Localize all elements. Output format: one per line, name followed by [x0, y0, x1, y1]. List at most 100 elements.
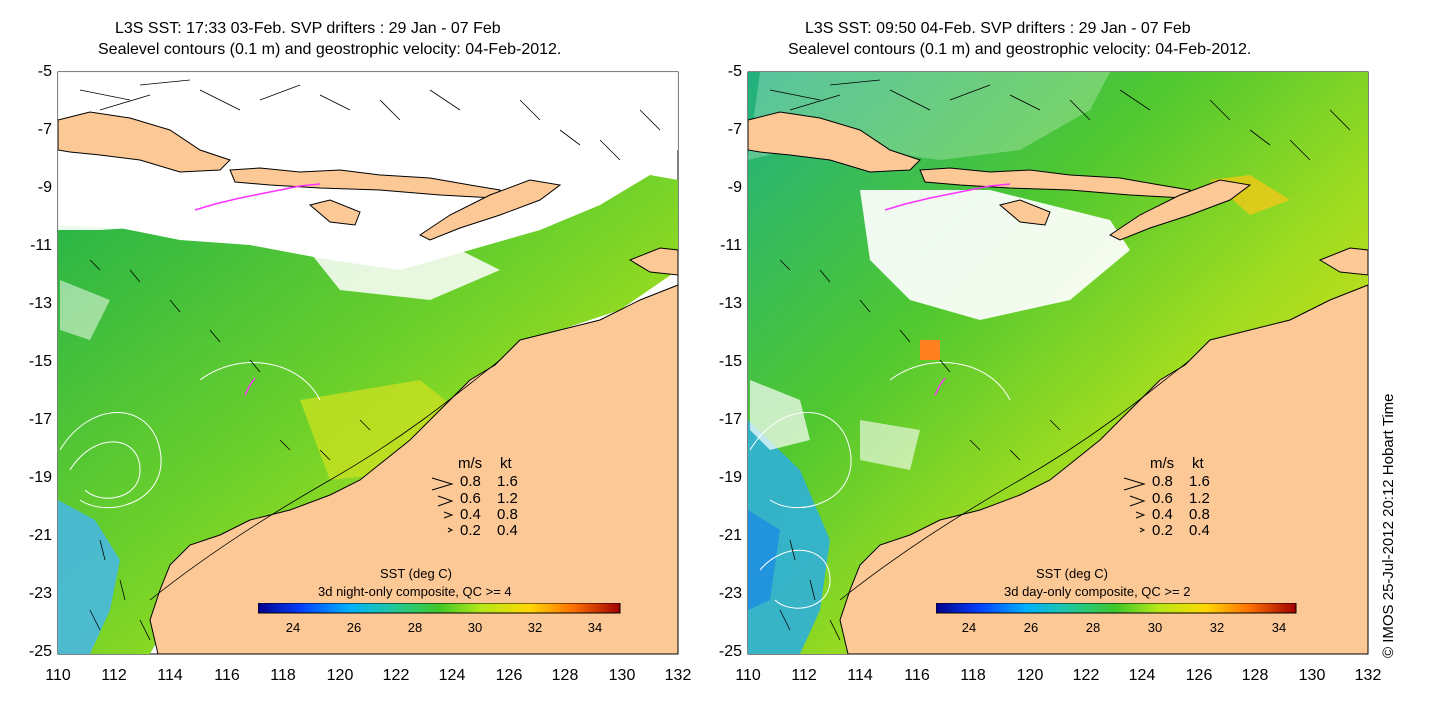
lat-tick: -9 — [37, 179, 52, 196]
lon-tick: 122 — [1072, 667, 1100, 684]
sumba-island — [998, 199, 1051, 226]
colorbar-tick: 34 — [587, 620, 603, 635]
lon-tick: 126 — [495, 667, 523, 684]
colorbar-tick: 34 — [1271, 620, 1287, 635]
lat-tick: -23 — [718, 585, 742, 602]
lon-tick: 132 — [664, 667, 692, 684]
timor-island — [419, 179, 562, 241]
legend-arrows — [1123, 477, 1146, 533]
lat-tick: -21 — [28, 527, 52, 544]
colorbar-tick: 32 — [527, 620, 543, 635]
drifter-track — [244, 377, 256, 396]
composite-label: 3d night-only composite, QC >= 4 — [318, 584, 512, 599]
colorbar-tick: 32 — [1209, 620, 1225, 635]
sealevel-contour — [59, 412, 162, 509]
sst-map — [57, 71, 679, 655]
lon-tick: 110 — [735, 667, 761, 684]
sealevel-contour — [69, 441, 141, 499]
imos-credit: © IMOS 25-Jul-2012 20:12 Hobart Time — [1380, 393, 1397, 658]
lon-tick: 130 — [1298, 667, 1326, 684]
lat-tick: -11 — [720, 237, 742, 254]
lat-tick: -15 — [718, 353, 742, 370]
lat-tick: -21 — [718, 527, 742, 544]
colorbar-title: SST (deg C) — [1036, 566, 1109, 581]
lon-tick: 126 — [1185, 667, 1213, 684]
colorbar — [258, 603, 621, 614]
colorbar-tick: 30 — [467, 620, 483, 635]
cool-water-patch — [58, 500, 120, 654]
lat-tick: -9 — [727, 179, 742, 196]
colorbar-tick: 26 — [1023, 620, 1039, 635]
lon-tick: 124 — [1128, 667, 1156, 684]
lat-tick: -19 — [718, 469, 742, 486]
colorbar-tick: 26 — [346, 620, 362, 635]
sealevel-contour — [199, 362, 321, 401]
panel-title-line2: Sealevel contours (0.1 m) and geostrophi… — [788, 41, 1252, 58]
lat-tick: -25 — [718, 643, 742, 660]
map-panel-right: L3S SST: 09:50 04-Feb. SVP drifters : 29… — [690, 0, 1410, 720]
colorbar — [936, 603, 1297, 614]
lat-tick: -5 — [37, 63, 52, 80]
lon-tick: 124 — [438, 667, 466, 684]
sst-map — [747, 71, 1369, 655]
colorbar-tick: 28 — [407, 620, 423, 635]
lon-tick: 110 — [45, 667, 71, 684]
sealevel-contour — [839, 359, 1191, 601]
australia-land — [839, 284, 1369, 655]
lat-tick: -17 — [28, 411, 52, 428]
lat-tick: -13 — [718, 295, 742, 312]
sealevel-contour — [889, 362, 1011, 401]
colorbar-tick: 24 — [285, 620, 301, 635]
colorbar-tick: 28 — [1085, 620, 1101, 635]
lat-tick: -5 — [727, 63, 742, 80]
lat-tick: -11 — [30, 237, 52, 254]
panel-title-line2: Sealevel contours (0.1 m) and geostrophi… — [98, 41, 562, 58]
lon-tick: 132 — [1354, 667, 1382, 684]
java-island — [747, 111, 921, 173]
colorbar-tick: 24 — [961, 620, 977, 635]
legend-arrows — [431, 477, 454, 533]
lon-tick: 128 — [1241, 667, 1269, 684]
lat-tick: -25 — [28, 643, 52, 660]
lon-tick: 114 — [157, 667, 183, 684]
australia-land — [149, 284, 679, 655]
velocity-vectors — [79, 79, 661, 641]
sumba-island — [308, 199, 361, 226]
lon-tick: 116 — [904, 667, 930, 684]
lat-tick: -17 — [718, 411, 742, 428]
lat-tick: -13 — [28, 295, 52, 312]
lon-tick: 112 — [101, 667, 127, 684]
lon-tick: 128 — [551, 667, 579, 684]
colorbar-title: SST (deg C) — [380, 566, 453, 581]
lon-tick: 130 — [608, 667, 636, 684]
velocity-vectors — [769, 79, 1351, 641]
colorbar-tick: 30 — [1147, 620, 1163, 635]
lon-tick: 114 — [847, 667, 873, 684]
drifter-track — [884, 183, 1011, 211]
java-island — [57, 111, 231, 173]
lon-tick: 120 — [1016, 667, 1044, 684]
lat-tick: -7 — [727, 121, 742, 138]
lat-tick: -23 — [28, 585, 52, 602]
map-panel-left: L3S SST: 17:33 03-Feb. SVP drifters : 29… — [28, 20, 692, 684]
lon-tick: 122 — [382, 667, 410, 684]
lon-tick: 112 — [791, 667, 817, 684]
drifter-track — [934, 377, 946, 396]
sealevel-contour — [149, 359, 501, 601]
panel-title-line1: L3S SST: 09:50 04-Feb. SVP drifters : 29… — [805, 20, 1191, 37]
lon-tick: 120 — [326, 667, 354, 684]
lon-tick: 116 — [214, 667, 240, 684]
panel-title-line1: L3S SST: 17:33 03-Feb. SVP drifters : 29… — [115, 20, 501, 37]
lon-tick: 118 — [960, 667, 986, 684]
sealevel-contour — [749, 412, 852, 509]
lat-tick: -19 — [28, 469, 52, 486]
lesser-sunda-islands — [229, 167, 501, 199]
lon-tick: 118 — [270, 667, 296, 684]
lat-tick: -15 — [28, 353, 52, 370]
sealevel-contour — [759, 549, 831, 609]
lat-tick: -7 — [37, 121, 52, 138]
drifter-track — [194, 183, 321, 211]
timor-island — [1109, 179, 1252, 241]
composite-label: 3d day-only composite, QC >= 2 — [1004, 584, 1191, 599]
lesser-sunda-islands — [919, 167, 1191, 199]
